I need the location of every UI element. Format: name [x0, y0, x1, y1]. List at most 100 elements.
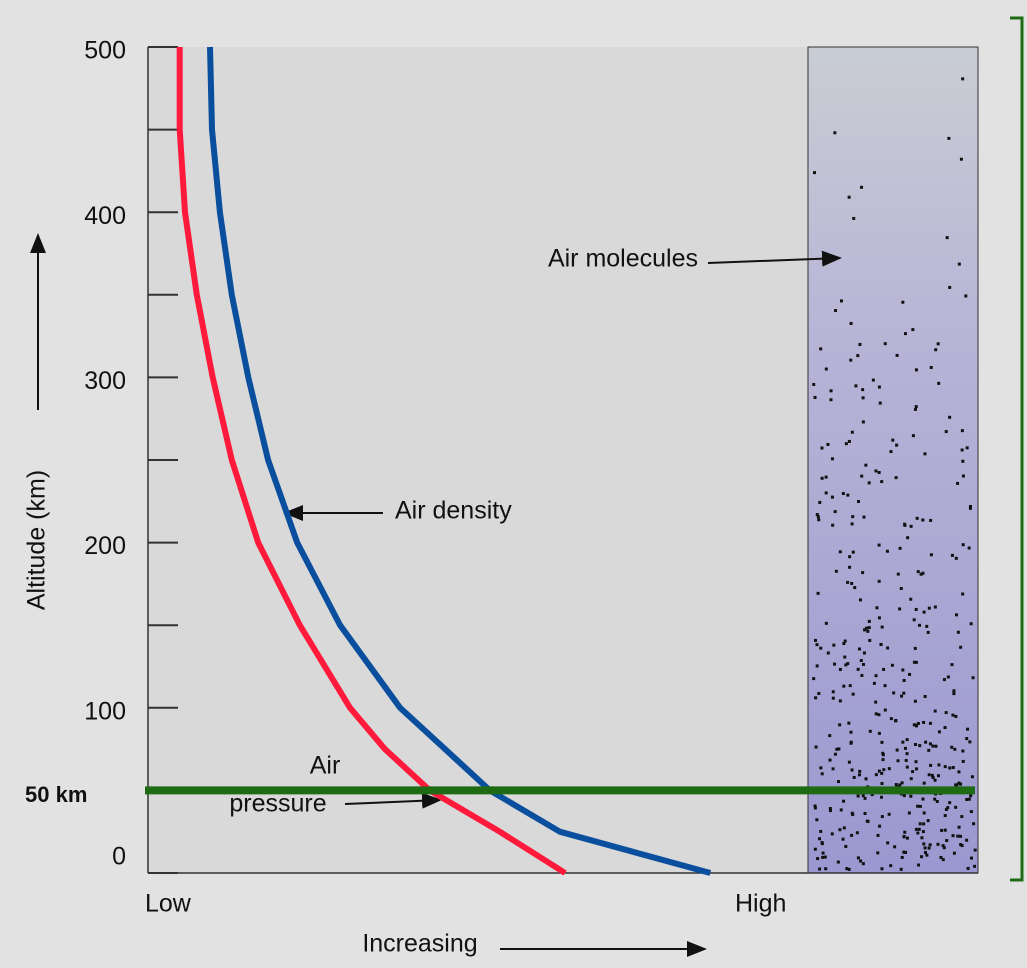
molecule-dot: [967, 546, 971, 550]
molecule-dot: [813, 806, 817, 810]
molecule-dot: [937, 730, 941, 734]
molecule-dot: [816, 591, 820, 595]
molecule-dot: [817, 518, 821, 522]
molecule-dot: [894, 783, 898, 787]
molecule-dot: [929, 518, 933, 522]
molecule-dot: [923, 846, 927, 850]
molecule-dot: [812, 677, 816, 681]
molecule-dot: [849, 741, 853, 745]
molecule-dot: [914, 607, 918, 611]
molecule-dot: [866, 629, 870, 633]
molecule-dot: [960, 429, 964, 433]
molecule-dot: [833, 131, 837, 135]
molecule-dot: [856, 667, 860, 671]
molecule-dot: [859, 859, 863, 863]
y-axis-label: Altitude (km): [23, 470, 51, 610]
molecule-dot: [883, 708, 887, 712]
molecule-dot: [956, 481, 960, 485]
molecule-dot: [861, 388, 865, 392]
molecule-dot: [916, 721, 920, 725]
molecule-dot: [927, 748, 931, 752]
molecule-dot: [895, 353, 899, 357]
molecule-dot: [871, 378, 875, 382]
molecule-dot: [964, 294, 968, 298]
annotation: Air density: [395, 497, 512, 525]
molecule-dot: [881, 758, 885, 762]
molecule-dot: [877, 579, 881, 583]
molecule-dot: [942, 846, 946, 850]
molecule-dot: [851, 550, 855, 554]
molecule-dot: [940, 828, 944, 832]
molecule-dot: [862, 515, 866, 519]
molecule-dot: [957, 825, 961, 829]
molecule-dot: [903, 830, 907, 834]
molecule-dot: [936, 842, 940, 846]
molecule-dot: [813, 847, 817, 851]
molecule-dot: [867, 619, 871, 623]
molecule-dot: [967, 797, 971, 801]
molecule-dot: [936, 342, 940, 346]
molecule-dot: [831, 690, 835, 694]
molecule-dot: [850, 768, 854, 772]
molecule-dot: [847, 760, 851, 764]
molecule-dot: [861, 420, 865, 424]
molecule-dot: [943, 814, 947, 818]
molecule-dot: [948, 285, 952, 289]
molecule-dot: [846, 580, 850, 584]
molecule-dot: [931, 776, 935, 780]
molecule-dot: [927, 606, 931, 610]
molecule-dot: [909, 777, 913, 781]
molecule-dot: [957, 781, 961, 785]
molecule-dot: [824, 491, 828, 495]
molecule-dot: [973, 848, 977, 852]
molecule-dot: [815, 818, 819, 822]
molecule-dot: [915, 516, 919, 520]
molecule-dot: [829, 398, 833, 402]
molecule-dot: [877, 543, 881, 547]
molecule-dot: [858, 342, 862, 346]
molecule-dot: [836, 860, 840, 864]
molecule-dot: [823, 855, 827, 859]
molecule-dot: [841, 492, 845, 496]
molecule-dot: [950, 553, 954, 557]
molecule-dot: [818, 867, 822, 871]
molecule-dot: [835, 747, 839, 751]
molecule-dot: [831, 523, 835, 527]
molecule-dot: [847, 439, 851, 443]
molecule-dot: [971, 676, 975, 680]
molecule-dot: [923, 452, 927, 456]
molecule-dot: [824, 867, 828, 871]
molecule-dot: [857, 647, 861, 651]
molecule-dot: [921, 797, 925, 801]
molecule-dot: [929, 365, 933, 369]
molecule-dot: [881, 751, 885, 755]
molecule-dot: [838, 667, 842, 671]
molecule-dot: [828, 809, 832, 813]
molecule-dot: [880, 740, 884, 744]
molecule-dot: [902, 678, 906, 682]
molecule-dot: [819, 829, 823, 833]
y-tick-label: 100: [84, 697, 126, 725]
molecule-dot: [961, 77, 965, 81]
molecule-dot: [824, 367, 828, 371]
molecule-dot: [874, 674, 878, 678]
molecule-dot: [923, 695, 927, 699]
molecule-dot: [842, 684, 846, 688]
molecule-dot: [968, 740, 972, 744]
molecule-dot: [842, 826, 846, 830]
molecule-dot: [898, 607, 902, 611]
molecule-dot: [861, 662, 865, 666]
molecule-dot: [819, 646, 823, 650]
molecule-dot: [965, 737, 969, 741]
molecule-dot: [969, 810, 973, 814]
molecule-dot: [894, 476, 898, 480]
molecule-dot: [953, 747, 957, 751]
molecule-dot: [919, 572, 923, 576]
y-tick-label: 400: [84, 202, 126, 230]
molecule-dot: [837, 747, 841, 751]
molecule-dot: [850, 430, 854, 434]
molecule-dot: [950, 663, 954, 667]
molecule-dot: [887, 767, 891, 771]
molecule-dot: [883, 342, 887, 346]
molecule-dot: [850, 522, 854, 526]
